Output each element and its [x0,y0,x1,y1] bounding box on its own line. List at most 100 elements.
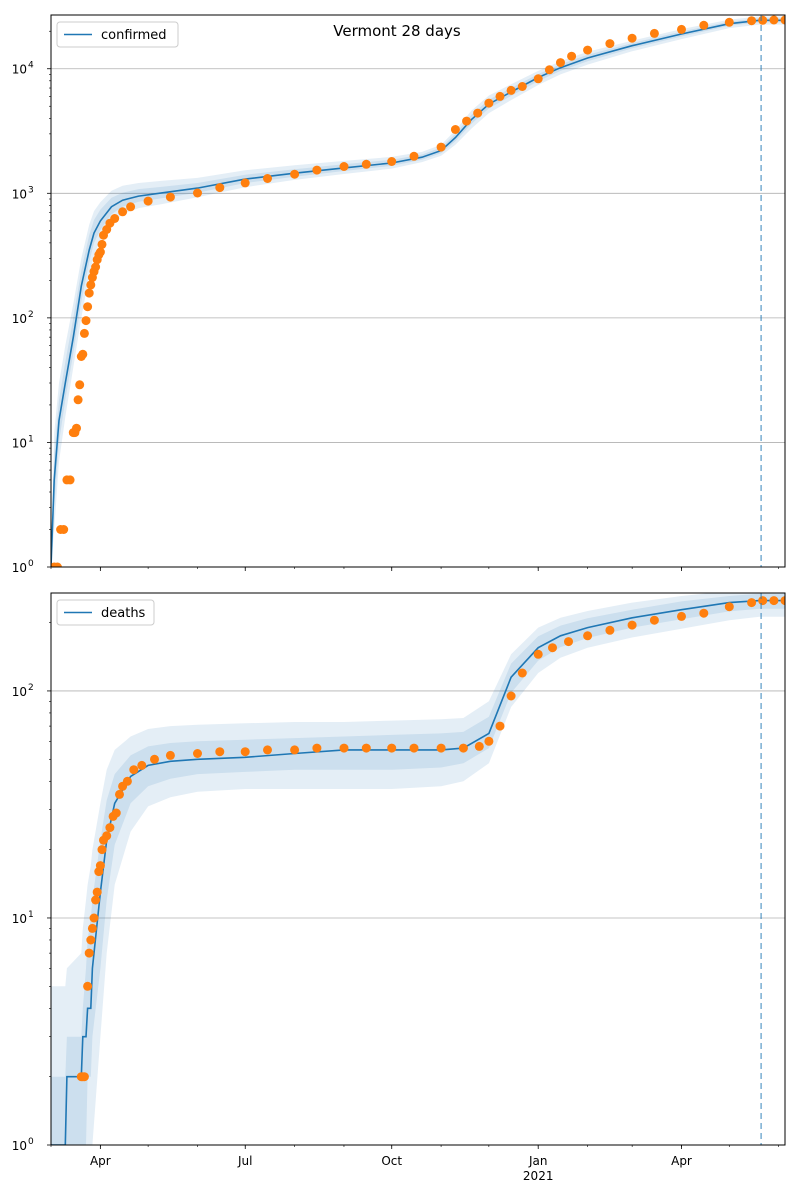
observed-point [567,51,577,61]
y-tick-label: 10 [12,912,27,926]
observed-point [165,192,175,202]
observed-point [474,741,484,751]
observed-point [105,823,115,833]
observed-point [758,596,768,606]
legend-box [56,599,155,626]
observed-point [436,142,446,152]
y-tick-label: 10 [12,561,27,575]
x-tick-label: Oct [381,1154,402,1168]
x-tick-label: Jul [237,1154,252,1168]
observed-point [747,598,757,608]
observed-point [65,475,75,485]
observed-point [758,15,768,25]
observed-point [215,747,225,757]
uncertainty-band [51,18,785,567]
observed-point [473,108,483,118]
observed-point [102,831,112,841]
observed-point [86,935,96,945]
observed-point [544,65,554,75]
observed-point [495,721,505,731]
observed-point [699,20,709,30]
model-line [51,599,785,1145]
observed-point [533,649,543,659]
legend: confirmed [56,21,179,48]
observed-point [506,691,516,701]
observed-point [290,169,300,179]
observed-point [556,58,565,68]
observed-point [129,765,139,775]
y-tick-exponent: 2 [28,683,34,693]
observed-point [75,380,85,390]
observed-point [677,24,686,34]
observed-point [533,74,543,84]
observed-point [605,625,615,635]
observed-point [517,82,527,91]
observed-point [361,159,371,169]
observed-point [137,760,147,770]
observed-point [517,668,527,678]
observed-point [506,85,516,95]
observed-point [263,745,272,755]
figure-title: Vermont 28 days [333,22,461,40]
observed-point [724,17,734,27]
legend-box [56,21,179,48]
observed-point [436,743,446,753]
observed-point [193,749,202,758]
observed-point [484,736,494,746]
y-tick-exponent: 1 [28,910,34,920]
observed-point [583,45,593,55]
x-tick-label: Apr [90,1154,111,1168]
observed-point [361,743,371,753]
y-tick-label: 10 [12,312,27,326]
y-tick-exponent: 4 [28,61,34,71]
uncertainty-band [51,16,785,567]
legend: deaths [56,599,155,626]
observed-point [290,745,300,755]
observed-point [215,183,225,193]
uncertainty-band [51,593,785,1145]
observed-point [72,423,81,433]
observed-point [769,596,779,606]
observed-point [52,562,62,567]
y-tick-label: 10 [12,685,27,699]
x-tick-sublabel: 2021 [523,1169,554,1183]
observed-point [339,743,349,753]
x-tick-label: Jan [528,1154,548,1168]
observed-point [240,178,250,188]
model-line [51,19,785,567]
observed-point [564,637,573,647]
observed-point [724,602,734,612]
observed-point [111,808,121,818]
observed-point [81,316,91,326]
observed-point [95,861,105,871]
y-tick-exponent: 0 [28,1137,34,1147]
observed-point [126,202,136,212]
observed-point [79,1072,89,1082]
observed-point [122,776,132,786]
legend-label: deaths [101,606,146,621]
y-tick-label: 10 [12,1139,27,1153]
observed-point [150,754,159,764]
observed-point [91,895,101,905]
observed-point [780,596,785,606]
axes-frame [50,14,786,568]
observed-point [97,239,107,249]
y-tick-label: 10 [12,63,27,77]
observed-point [89,913,99,923]
observed-point [86,280,96,290]
observed-point [84,288,94,298]
observed-point [73,395,83,405]
y-tick-exponent: 3 [28,185,34,195]
observed-point [118,207,128,217]
observed-point [769,15,779,25]
plot-area [51,15,785,567]
observed-point [677,611,686,621]
observed-point [387,157,397,166]
y-tick-label: 10 [12,436,27,450]
observed-point [387,743,397,753]
observed-point [78,349,88,359]
y-tick-exponent: 1 [28,434,34,444]
